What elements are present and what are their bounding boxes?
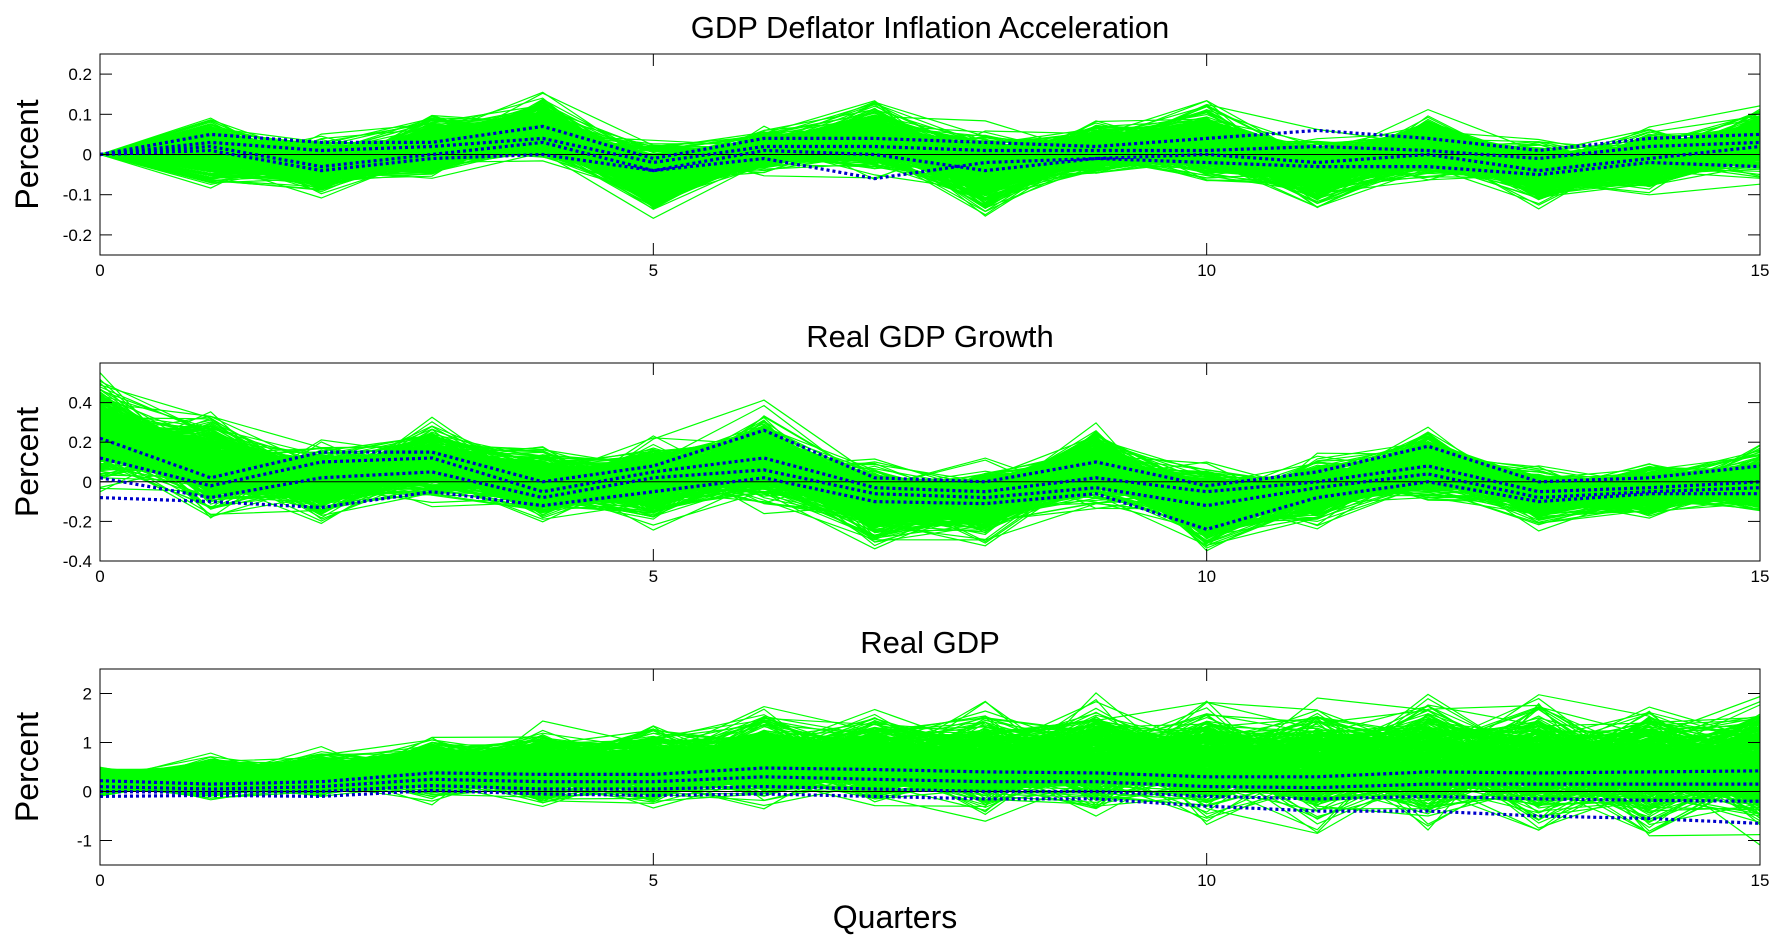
draw-line	[100, 128, 1760, 193]
x-tick-label: 5	[649, 261, 658, 280]
draw-line	[100, 416, 1760, 535]
draw-line	[100, 726, 1760, 804]
quantile-line-4	[100, 788, 1760, 825]
y-tick-label: 0.4	[68, 394, 92, 413]
draw-lines	[100, 91, 1760, 219]
axes-box	[99, 362, 1761, 562]
quantile-line-2	[100, 456, 1760, 494]
draw-line	[100, 732, 1760, 789]
quantile-line-4	[100, 476, 1760, 531]
chart-title: Real GDP	[860, 625, 1000, 660]
draw-line	[100, 130, 1760, 200]
x-tick-label: 10	[1197, 261, 1216, 280]
chart-panel-3: 0 5 10 15 -1 0 1 2 Real GDP Percent	[9, 625, 1769, 890]
y-tick-label: -0.2	[63, 512, 92, 531]
draw-line	[100, 728, 1760, 798]
y-tick-label: 2	[83, 685, 92, 704]
chart-title: Real GDP Growth	[806, 319, 1054, 354]
quantile-line-2	[100, 775, 1760, 791]
x-tick-label: 0	[95, 871, 104, 890]
x-tick-label: 15	[1751, 567, 1770, 586]
draw-line	[100, 712, 1760, 788]
x-tick-label: 5	[649, 871, 658, 890]
draw-line	[100, 431, 1760, 526]
quantile-line-3	[100, 468, 1760, 508]
quantile-line-1	[100, 428, 1760, 488]
draw-line	[100, 97, 1760, 188]
y-axis-label: Percent	[9, 712, 45, 822]
draw-line	[100, 417, 1760, 511]
y-tick-label: 1	[83, 734, 92, 753]
y-tick-label: 0.2	[68, 433, 92, 452]
x-tick-label: 10	[1197, 871, 1216, 890]
draw-line	[100, 427, 1760, 547]
x-axis-label: Quarters	[833, 899, 957, 935]
draw-line	[100, 423, 1760, 543]
draw-line	[100, 128, 1760, 197]
draw-line	[100, 733, 1760, 788]
quantile-line-4	[100, 148, 1760, 181]
y-tick-label: 0	[83, 473, 92, 492]
x-tick-label: 5	[649, 567, 658, 586]
y-tick-label: -0.2	[63, 226, 92, 245]
draw-line	[100, 731, 1760, 791]
chart-title: GDP Deflator Inflation Acceleration	[691, 10, 1169, 45]
draw-line	[100, 732, 1760, 802]
axes-box	[99, 668, 1761, 866]
y-tick-label: 0.1	[68, 105, 92, 124]
y-tick-label: 0.2	[68, 65, 92, 84]
chart-panel-2: 0 5 10 15 -0.4 -0.2 0 0.2 0.4 Real GDP Growth Perc…	[9, 319, 1769, 586]
x-tick-label: 0	[95, 567, 104, 586]
draw-line	[100, 708, 1760, 788]
quantile-line-2	[100, 136, 1760, 165]
plot-area	[100, 692, 1760, 846]
chart-panel-1: 0 5 10 15 -0.2 -0.1 0 0.1 0.2 GDP Deflator Inflat…	[9, 10, 1769, 280]
draw-line	[100, 438, 1760, 500]
y-axis-label: Percent	[9, 99, 45, 209]
y-tick-label: -1	[77, 832, 92, 851]
y-tick-label: 0	[83, 146, 92, 165]
y-tick-label: 0	[83, 783, 92, 802]
draw-line	[100, 720, 1760, 802]
y-axis-label: Percent	[9, 407, 45, 517]
x-tick-label: 10	[1197, 567, 1216, 586]
y-tick-label: -0.4	[63, 552, 92, 571]
y-tick-label: -0.1	[63, 186, 92, 205]
plot-area	[100, 91, 1760, 219]
quantile-line-3	[100, 783, 1760, 803]
quantile-line-1	[100, 124, 1760, 161]
x-tick-label: 15	[1751, 261, 1770, 280]
plot-area	[100, 372, 1760, 552]
x-tick-label: 0	[95, 261, 104, 280]
draw-line	[100, 747, 1760, 790]
x-tick-label: 15	[1751, 871, 1770, 890]
draw-line	[100, 451, 1760, 510]
quantile-line-1	[100, 766, 1760, 786]
